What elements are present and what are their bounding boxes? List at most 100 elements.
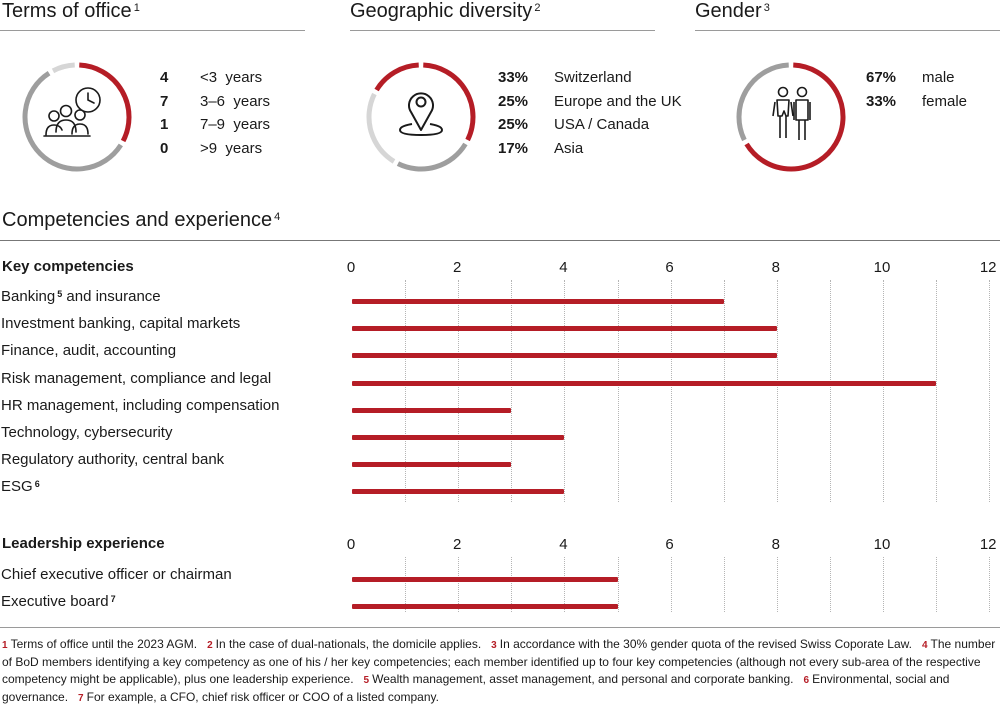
- footnote-number: 4: [921, 640, 928, 651]
- bar: [352, 299, 724, 304]
- gridline: [564, 280, 566, 502]
- tick-label: 10: [873, 536, 891, 553]
- category-label: Regulatory authority, central bank: [1, 451, 224, 468]
- bar: [352, 380, 937, 386]
- gridline: [829, 557, 831, 612]
- geo-donut: [366, 62, 476, 172]
- footnote-number: 5: [363, 675, 370, 686]
- stat-label: USA / Canada: [554, 116, 650, 133]
- stat-row: 33% female: [866, 93, 967, 117]
- tick-label: 6: [665, 536, 674, 553]
- gridline: [883, 557, 884, 612]
- gender-stats: 67% male 33% female: [866, 69, 967, 116]
- stat-label: Asia: [554, 139, 584, 157]
- stat-row: 17% Asia: [498, 140, 682, 164]
- stat-value: 1: [160, 116, 169, 133]
- stat-label: Switzerland: [554, 69, 632, 86]
- category-label-text: Banking: [1, 288, 56, 305]
- gridline: [511, 280, 513, 502]
- category-label-text: Investment banking, capital markets: [1, 315, 241, 333]
- bar: [352, 435, 565, 440]
- gender-rule: [695, 30, 1000, 31]
- terms-stats: 4 <3 years 7 3–6 years 1 7–9 years 0 >9 years: [160, 69, 270, 163]
- stat-row: 25% Europe and the UK: [498, 93, 682, 117]
- tick-label: 4: [559, 259, 568, 276]
- category-label: Risk management, compliance and legal: [1, 370, 271, 387]
- category-label-text: Chief executive officer or chairman: [1, 566, 232, 583]
- stat-row: 25% USA / Canada: [498, 116, 682, 140]
- gender-donut: [736, 62, 846, 172]
- footnotes-rule: [0, 627, 1000, 628]
- tick-label: 6: [665, 259, 674, 276]
- footnote-text: Wealth management, asset management, and…: [372, 672, 794, 686]
- gridline: [723, 280, 725, 502]
- footnote: 6 Environmental, social and governance.: [2, 672, 949, 704]
- stat-value: 25%: [498, 92, 529, 110]
- category-label: Banking 5 and insurance: [1, 288, 161, 305]
- footnote-ref: 6: [34, 479, 40, 490]
- bar: [352, 407, 512, 413]
- stat-row: 4 <3 years: [160, 69, 270, 93]
- gridline: [723, 557, 725, 612]
- geo-stats: 33% Switzerland 25% Europe and the UK 25% USA…: [498, 69, 682, 163]
- stat-label: male: [922, 69, 955, 86]
- stat-value: 17%: [498, 139, 529, 157]
- gridline: [989, 280, 991, 502]
- stat-row: 1 7–9 years: [160, 116, 270, 140]
- gridline: [670, 557, 672, 612]
- bar: [352, 577, 618, 582]
- footnote-text: In the case of dual-nationals, the domic…: [215, 637, 482, 651]
- geo-title: Geographic diversity 2: [350, 0, 541, 22]
- category-label-text: Finance, audit, accounting: [1, 342, 177, 360]
- gridline: [776, 557, 778, 612]
- geo-donut-segment: [396, 142, 468, 172]
- footnote: 1 Terms of office until the 2023 AGM.: [2, 637, 197, 651]
- gridline: [776, 280, 778, 502]
- footnote-text: In accordance with the 30% gender quota …: [499, 637, 912, 651]
- footnote: 5 Wealth management, asset management, an…: [364, 672, 794, 686]
- footnote-ref: 7: [110, 593, 116, 604]
- footnote-text: Environmental, social and governance.: [2, 672, 950, 704]
- category-label: Investment banking, capital markets: [1, 315, 240, 332]
- tick-label: 2: [453, 536, 462, 553]
- footnotes: 1 Terms of office until the 2023 AGM. 2 In …: [2, 636, 998, 707]
- tick-label: 10: [873, 259, 891, 276]
- gridline: [670, 280, 672, 502]
- geo-donut-segment: [423, 62, 476, 142]
- gridline: [883, 280, 884, 502]
- terms-donut: [22, 62, 132, 172]
- footnote-number: 2: [207, 640, 213, 651]
- terms-title: Terms of office 1: [2, 0, 140, 22]
- terms-rule: [0, 30, 305, 31]
- bar: [352, 326, 777, 332]
- gender-title: Gender 3: [695, 0, 770, 22]
- category-label: Executive board 7: [1, 593, 116, 610]
- tick-label: 2: [453, 259, 462, 276]
- tick-label: 0: [346, 259, 356, 276]
- location-pin-icon: [399, 92, 443, 136]
- gridline: [829, 280, 831, 502]
- stat-value: 25%: [498, 116, 529, 133]
- category-label: HR management, including compensation: [1, 397, 280, 414]
- stat-value: 33%: [866, 92, 897, 110]
- stat-label: Europe and the UK: [554, 92, 682, 110]
- category-label: Technology, cybersecurity: [1, 424, 172, 441]
- male-female-icon: [772, 86, 811, 140]
- gridline: [617, 557, 619, 612]
- category-label-text: HR management, including compensation: [1, 396, 280, 414]
- bar: [352, 353, 777, 359]
- stat-row: 7 3–6 years: [160, 93, 270, 117]
- stat-label: 3–6 years: [200, 92, 271, 110]
- stat-label: female: [922, 92, 968, 110]
- footnote-number: 1: [2, 640, 8, 651]
- bar: [352, 489, 565, 495]
- gridline: [458, 280, 460, 502]
- competencies-rule: [0, 240, 1000, 241]
- gridline: [564, 557, 566, 612]
- tick-label: 0: [346, 536, 356, 553]
- gridline: [511, 557, 513, 612]
- stat-value: 0: [160, 139, 169, 157]
- category-label-text: ESG: [1, 478, 33, 496]
- tick-label: 8: [771, 536, 780, 553]
